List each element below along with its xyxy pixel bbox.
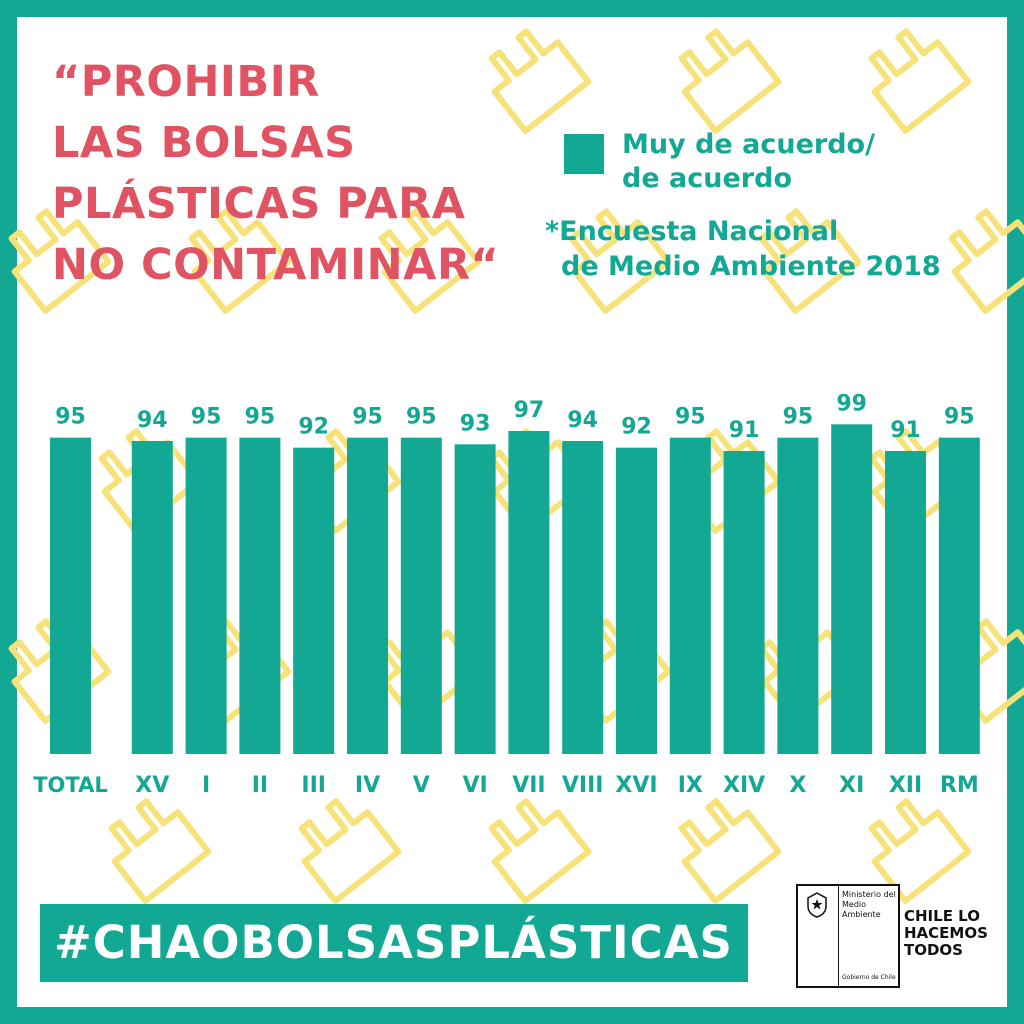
bar-i (185, 437, 227, 754)
slogan-line: HACEMOS (904, 924, 988, 942)
bar-xii (885, 450, 926, 754)
bar-v (400, 437, 442, 754)
plastic-bag-outline-icon (678, 798, 782, 904)
ministry-line: Ministerio del (842, 890, 896, 899)
x-tick-label: IX (678, 773, 703, 798)
bar-total (50, 437, 91, 754)
x-tick-label: XVI (615, 773, 657, 798)
bar-xv (131, 440, 173, 754)
data-label: 95 (55, 405, 86, 430)
data-label: 92 (621, 415, 652, 440)
bar-ii (239, 437, 281, 754)
ministry-line: Medio (842, 900, 867, 909)
bar-rm (938, 437, 980, 754)
bar-x (777, 437, 819, 754)
slogan-line: TODOS (904, 941, 963, 959)
data-label: 95 (406, 405, 437, 430)
government-label: Gobierno de Chile (842, 974, 896, 981)
data-label: 92 (298, 415, 329, 440)
bar-viii (562, 440, 604, 754)
x-tick-label: V (413, 773, 430, 798)
bar-iii (293, 447, 335, 754)
title-line: “PROHIBIR (52, 57, 320, 107)
data-label: 95 (245, 405, 276, 430)
data-label: 91 (729, 418, 760, 443)
title-line: PLÁSTICAS PARA (52, 179, 466, 229)
legend-label-line: Muy de acuerdo/ (622, 129, 875, 160)
plastic-bag-outline-icon (188, 208, 292, 314)
data-label: 95 (191, 405, 222, 430)
plastic-bag-outline-icon (758, 208, 862, 314)
plastic-bag-outline-icon (378, 208, 482, 314)
legend: Muy de acuerdo/ de acuerdo (564, 128, 875, 196)
slogan: CHILE LO HACEMOS TODOS (904, 908, 988, 959)
plastic-bag-outline-icon (488, 798, 592, 904)
plastic-bag-outline-icon (8, 618, 112, 724)
coat-of-arms-icon (807, 892, 827, 918)
legend-swatch (564, 134, 604, 174)
source-line: de Medio Ambiente 2018 (561, 251, 941, 282)
chart-title: “PROHIBIR LAS BOLSAS PLÁSTICAS PARA NO C… (52, 52, 499, 296)
bar-iv (347, 437, 388, 754)
x-tick-label: VIII (562, 773, 604, 798)
source-note: *Encuesta Nacional de Medio Ambiente 201… (545, 214, 941, 284)
plastic-bag-outline-icon (298, 798, 402, 904)
data-label: 97 (514, 398, 545, 423)
x-tick-label: XIV (723, 773, 765, 798)
title-line: LAS BOLSAS (52, 118, 356, 168)
plastic-bag-outline-icon (868, 28, 972, 134)
data-label: 93 (460, 411, 491, 436)
x-tick-label: X (789, 773, 806, 798)
x-tick-label: XI (839, 773, 864, 798)
bar-vii (508, 430, 550, 754)
slogan-line: CHILE LO (904, 907, 980, 925)
x-tick-label: VI (462, 773, 487, 798)
data-label: 95 (944, 405, 975, 430)
data-label: 95 (675, 405, 706, 430)
bar-vi (454, 444, 496, 754)
x-tick-label: RM (940, 773, 979, 798)
plastic-bag-outline-icon (568, 208, 672, 314)
legend-label-line: de acuerdo (622, 163, 792, 194)
hashtag-banner: #CHAOBOLSASPLÁSTICAS (40, 904, 748, 982)
data-label: 95 (783, 405, 814, 430)
data-label: 99 (836, 391, 867, 416)
x-tick-label: XII (889, 773, 922, 798)
plastic-bag-outline-icon (108, 798, 212, 904)
data-label: 94 (567, 408, 598, 433)
x-tick-label: I (202, 773, 210, 798)
data-label: 95 (352, 405, 383, 430)
data-label: 91 (890, 418, 921, 443)
title-line: NO CONTAMINAR“ (52, 240, 500, 290)
bar-xi (831, 424, 873, 754)
ministry-name: Ministerio del Medio Ambiente (842, 890, 896, 920)
source-line: *Encuesta Nacional (545, 216, 839, 247)
x-tick-label: XV (135, 773, 169, 798)
x-tick-label: TOTAL (33, 773, 108, 797)
x-tick-label: II (252, 773, 268, 798)
plastic-bag-outline-icon (488, 28, 592, 134)
data-label: 94 (137, 408, 168, 433)
x-tick-label: IV (355, 773, 380, 798)
bar-xiv (723, 450, 765, 754)
x-tick-label: VII (512, 773, 545, 798)
plastic-bag-outline-icon (868, 798, 972, 904)
bar-ix (669, 437, 711, 754)
ministry-line: Ambiente (842, 910, 881, 919)
x-tick-label: III (301, 773, 326, 798)
plastic-bag-outline-icon (948, 208, 1024, 314)
plastic-bag-outline-icon (8, 208, 112, 314)
bar-xvi (616, 447, 657, 754)
legend-label: Muy de acuerdo/ de acuerdo (622, 128, 875, 196)
plastic-bag-outline-icon (678, 28, 782, 134)
logo-divider (838, 886, 839, 986)
ministry-logo: Ministerio del Medio Ambiente Gobierno d… (796, 884, 900, 988)
